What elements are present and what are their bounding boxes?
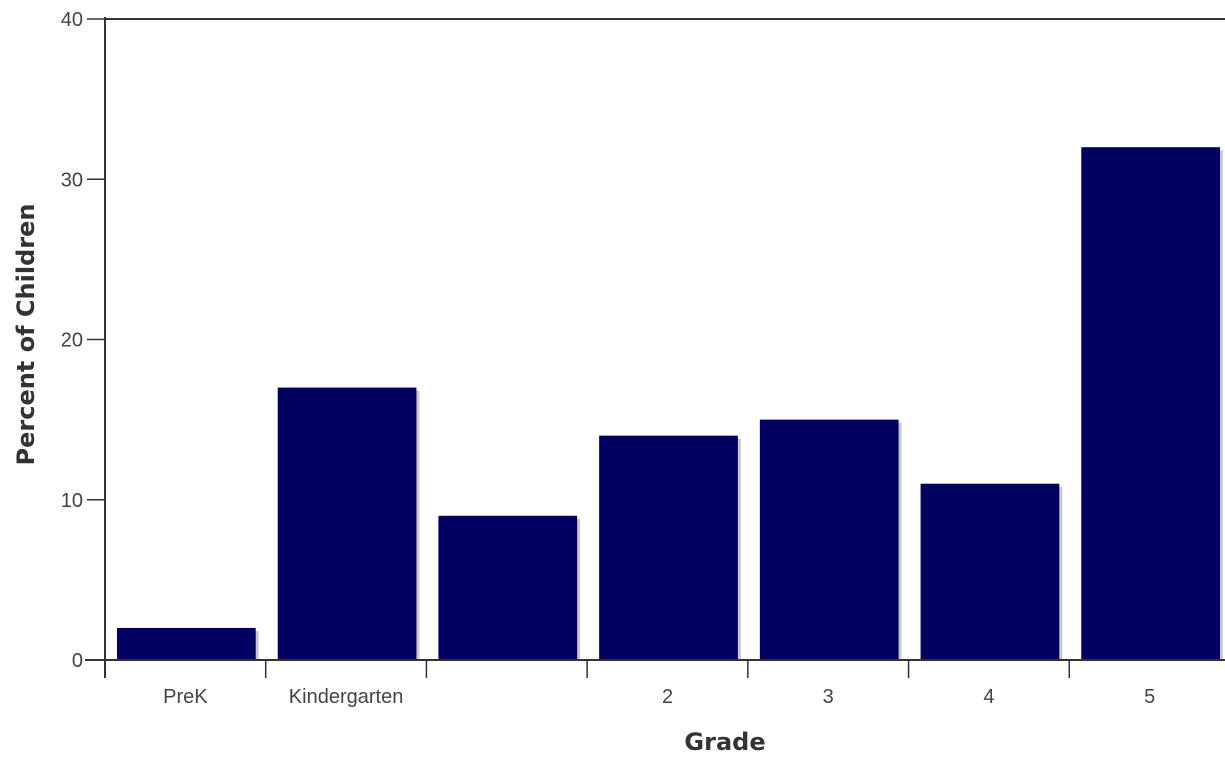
- x-tick-label: Kindergarten: [289, 686, 404, 708]
- x-axis-title: Grade: [684, 728, 765, 756]
- bar: [920, 483, 1060, 660]
- y-tick-label: 30: [61, 169, 83, 191]
- y-tick-label: 40: [61, 9, 83, 31]
- bar: [277, 387, 417, 660]
- y-ticks-group: 0 10 20 30 40: [61, 9, 105, 672]
- bar: [117, 627, 256, 660]
- y-axis-title: Percent of Children: [12, 204, 40, 466]
- y-tick-label: 10: [61, 490, 83, 512]
- bar: [759, 419, 899, 660]
- bar: [599, 435, 738, 660]
- y-tick-label: 0: [72, 650, 83, 672]
- bars-group: [117, 147, 1223, 660]
- bar: [1081, 147, 1220, 660]
- y-tick-label: 20: [61, 330, 83, 352]
- x-tick-label: 3: [823, 686, 834, 708]
- bar: [438, 515, 578, 660]
- x-tick-label: 4: [983, 686, 994, 708]
- x-tick-label: 2: [662, 686, 673, 708]
- axes-group: [85, 17, 1225, 678]
- x-tick-label: 5: [1144, 686, 1155, 708]
- x-tick-label: PreK: [163, 686, 208, 708]
- x-ticks-group: PreK Kindergarten 2 3 4 5: [104, 660, 1155, 708]
